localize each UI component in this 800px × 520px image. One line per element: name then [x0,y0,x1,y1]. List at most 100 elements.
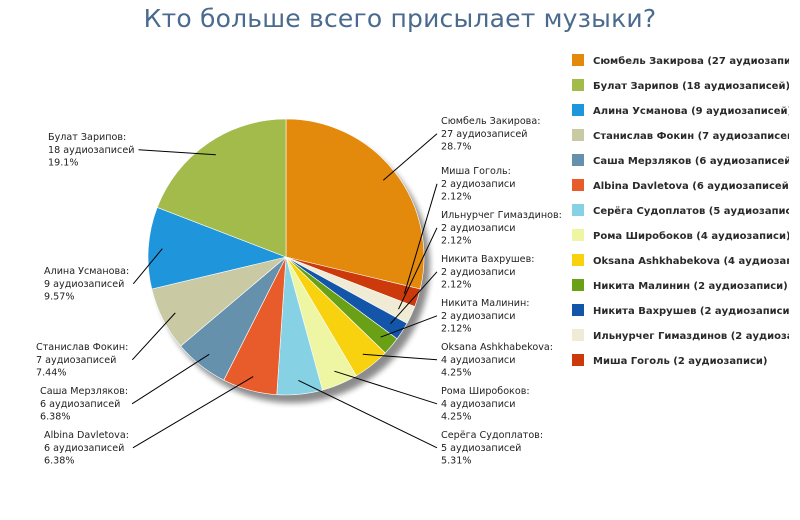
legend-item-алина-усманова[interactable]: Алина Усманова (9 аудиозаписей) [572,104,792,117]
legend-item-никита-вахрушев[interactable]: Никита Вахрушев (2 аудиозаписи) [572,304,794,317]
legend-swatch [572,304,584,316]
legend: Сюмбель Закирова (27 аудиозаписей) Булат … [572,54,800,367]
leader-line-саша-мерзляков [131,353,210,405]
callout-count: 6 аудиозаписей [44,443,124,454]
callout-станислав-фокин: Станислав Фокин: 7 аудиозаписей 7.44% [36,342,128,379]
callout-percent: 6.38% [44,456,74,467]
legend-label: Алина Усманова (9 аудиозаписей) [593,106,792,117]
legend-swatch [572,354,584,366]
leader-line-алина-усманова [132,248,163,285]
legend-item-oksana-ashkhabekova[interactable]: Oksana Ashkhabekova (4 аудиозаписи) [572,254,800,267]
callout-count: 9 аудиозаписей [44,279,124,290]
leader-line-сюмбель-закирова [382,133,438,181]
callout-серёга-судоплатов: Серёга Судоплатов: 5 аудиозаписей 5.31% [441,430,543,467]
legend-label: Никита Вахрушев (2 аудиозаписи) [593,306,794,317]
callout-сюмбель-закирова: Сюмбель Закирова: 27 аудиозаписей 28.7% [441,116,540,153]
callout-albina-davletova: Albina Davletova: 6 аудиозаписей 6.38% [44,430,129,467]
callout-percent: 19.1% [48,158,78,169]
legend-item-миша-гоголь[interactable]: Миша Гоголь (2 аудиозаписи) [572,354,767,367]
callout-count: 6 аудиозаписей [40,399,120,410]
legend-item-сюмбель-закирова[interactable]: Сюмбель Закирова (27 аудиозаписей) [572,54,800,67]
callout-name: Миша Гоголь: [441,166,511,177]
leader-line-рома-широбоков [334,370,438,405]
callout-name: Albina Davletova: [44,430,129,441]
callout-percent: 28.7% [441,142,471,153]
chart-title: Кто больше всего присылает музыки? [143,4,657,33]
callout-percent: 2.12% [441,192,471,203]
callout-count: 2 аудиозаписи [441,311,515,322]
callout-name: Сюмбель Закирова: [441,116,540,127]
callout-name: Ильнурчег Гимаздинов: [441,210,562,221]
callout-percent: 2.12% [441,324,471,335]
legend-label: Серёга Судоплатов (5 аудиозаписей) [593,205,800,217]
callout-count: 27 аудиозаписей [441,129,527,140]
callout-count: 4 аудиозаписи [441,399,515,410]
legend-swatch [572,179,584,191]
callout-name: Никита Вахрушев: [441,254,534,265]
callout-name: Станислав Фокин: [36,342,128,353]
callout-булат-зарипов: Булат Зарипов: 18 аудиозаписей 19.1% [48,132,134,169]
callout-count: 18 аудиозаписей [48,145,134,156]
legend-swatch [572,254,584,266]
callout-саша-мерзляков: Саша Мерзляков: 6 аудиозаписей 6.38% [40,386,128,423]
callout-рома-широбоков: Рома Широбоков: 4 аудиозаписи 4.25% [441,386,530,423]
legend-label: Сюмбель Закирова (27 аудиозаписей) [593,55,800,67]
legend-label: Никита Малинин (2 аудиозаписи) [593,281,788,292]
leader-line-oksana-ashkhabekova [362,353,438,361]
legend-item-albina-davletova[interactable]: Albina Davletova (6 аудиозаписей) [572,179,793,192]
callout-никита-вахрушев: Никита Вахрушев: 2 аудиозаписи 2.12% [441,254,534,291]
pie-slice-булат-зарипов[interactable] [156,118,287,258]
legend-swatch [572,229,584,241]
leader-line-albina-davletova [132,376,254,449]
leader-line-никита-малинин [380,315,438,338]
legend-swatch [572,279,584,291]
legend-item-станислав-фокин[interactable]: Станислав Фокин (7 аудиозаписей) [572,129,799,142]
callout-percent: 4.25% [441,368,471,379]
leader-line-ильнурчег-гимаздинов [398,227,438,310]
legend-swatch [572,154,584,166]
legend-swatch [572,104,584,116]
callout-count: 4 аудиозаписи [441,355,515,366]
callout-миша-гоголь: Миша Гоголь: 2 аудиозаписи 2.12% [441,166,515,203]
legend-label: Станислав Фокин (7 аудиозаписей) [593,131,799,142]
legend-label: Oksana Ashkhabekova (4 аудиозаписи) [593,256,800,267]
callout-percent: 2.12% [441,236,471,247]
leader-line-миша-гоголь [403,183,438,294]
legend-label: Ильнурчег Гимаздинов (2 аудиозаписи) [593,331,800,342]
pie-slice-алина-усманова[interactable] [147,207,288,290]
legend-label: Миша Гоголь (2 аудиозаписи) [593,356,767,367]
legend-item-серёга-судоплатов[interactable]: Серёга Судоплатов (5 аудиозаписей) [572,204,800,217]
callout-percent: 5.31% [441,456,471,467]
legend-item-саша-мерзляков[interactable]: Саша Мерзляков (6 аудиозаписей) [572,154,796,167]
callout-name: Алина Усманова: [44,266,129,277]
callout-name: Никита Малинин: [441,298,530,309]
legend-item-булат-зарипов[interactable]: Булат Зарипов (18 аудиозаписей) [572,79,790,92]
legend-label: Albina Davletova (6 аудиозаписей) [593,181,793,192]
callout-name: Булат Зарипов: [48,132,126,143]
legend-item-рома-широбоков[interactable]: Рома Широбоков (4 аудиозаписи) [572,229,791,242]
leader-line-булат-зарипов [138,149,216,156]
callout-count: 2 аудиозаписи [441,267,515,278]
callout-никита-малинин: Никита Малинин: 2 аудиозаписи 2.12% [441,298,530,335]
callout-алина-усманова: Алина Усманова: 9 аудиозаписей 9.57% [44,266,129,303]
callout-percent: 2.12% [441,280,471,291]
callout-ильнурчег-гимаздинов: Ильнурчег Гимаздинов: 2 аудиозаписи 2.12% [441,210,562,247]
callout-percent: 9.57% [44,292,74,303]
legend-item-никита-малинин[interactable]: Никита Малинин (2 аудиозаписи) [572,279,788,292]
callout-name: Oksana Ashkhabekova: [441,342,553,353]
callout-percent: 7.44% [36,368,66,379]
callout-count: 2 аудиозаписи [441,179,515,190]
legend-label: Булат Зарипов (18 аудиозаписей) [593,81,790,92]
callout-percent: 6.38% [40,412,70,423]
legend-item-ильнурчег-гимаздинов[interactable]: Ильнурчег Гимаздинов (2 аудиозаписи) [572,329,800,342]
legend-label: Саша Мерзляков (6 аудиозаписей) [593,156,796,167]
pie-slice-сюмбель-закирова[interactable] [285,118,425,290]
legend-swatch [572,329,584,341]
legend-label: Рома Широбоков (4 аудиозаписи) [593,230,791,242]
legend-swatch [572,54,584,66]
leader-line-серёга-судоплатов [298,379,438,449]
callout-name: Рома Широбоков: [441,386,530,397]
callout-name: Серёга Судоплатов: [441,430,543,441]
callout-count: 5 аудиозаписей [441,443,521,454]
